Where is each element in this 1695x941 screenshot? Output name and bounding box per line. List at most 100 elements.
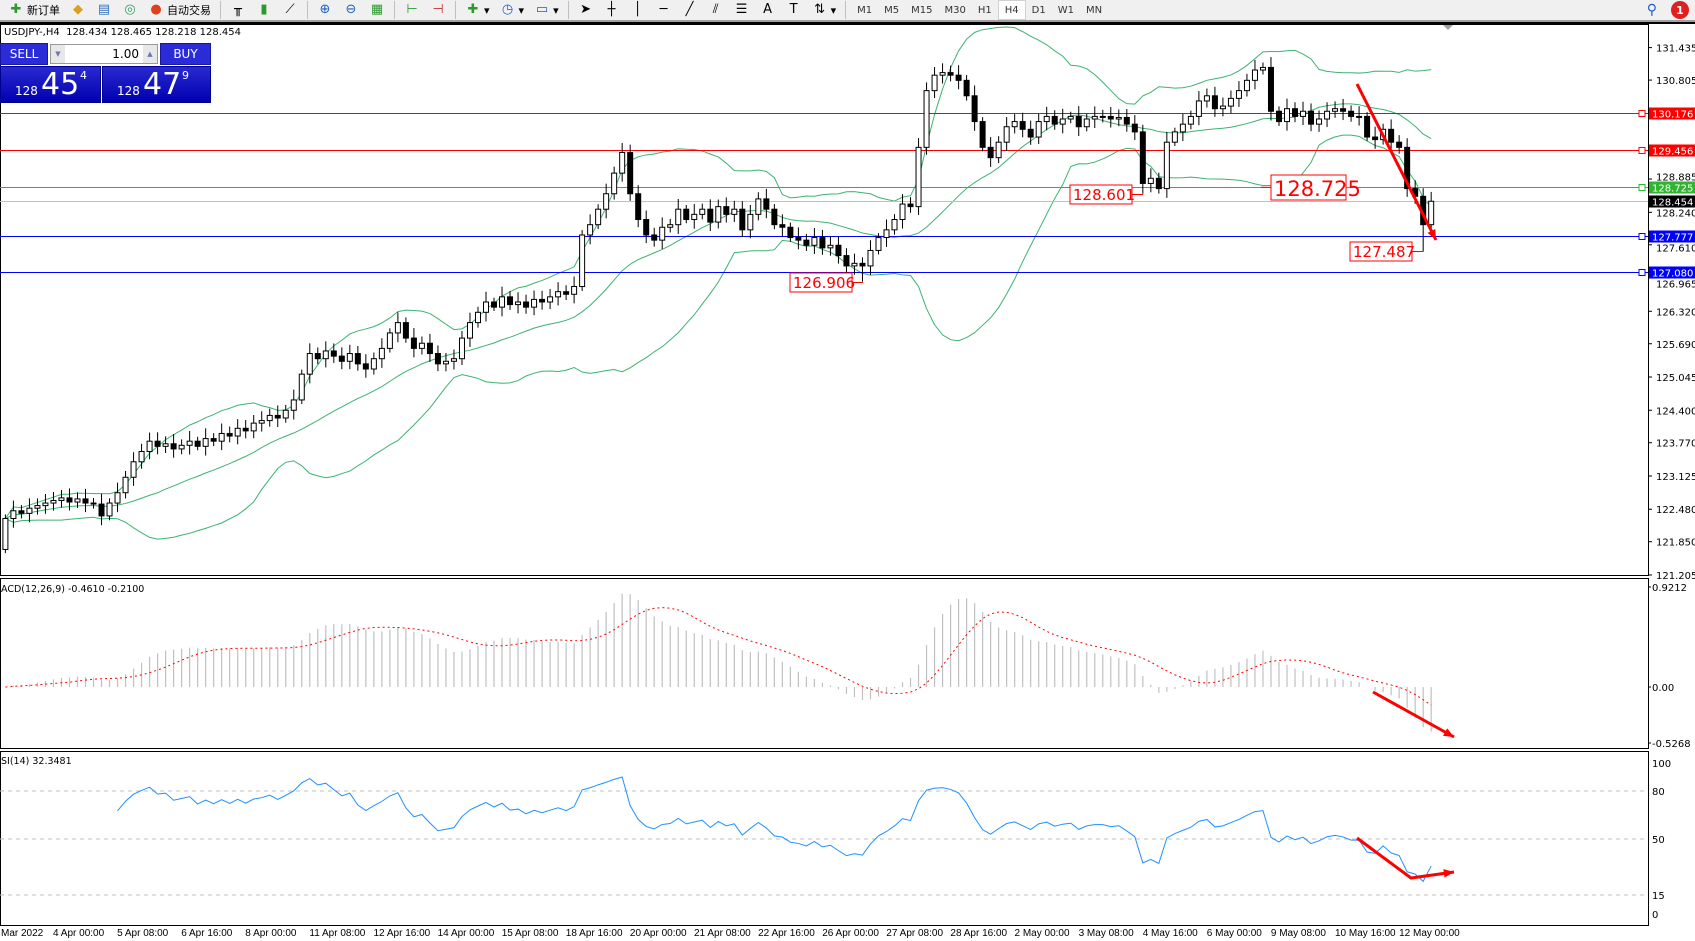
price-annotation: 126.906 — [793, 274, 855, 292]
new-order-button[interactable]: ✚ 新订单 — [4, 0, 64, 20]
candle-body — [1324, 110, 1331, 120]
price-axis-label: 130.805 — [1656, 76, 1695, 87]
document-icon: ▤ — [97, 2, 111, 17]
autoscroll-button[interactable]: ⊢ — [400, 0, 424, 20]
auto-trading-label: 自动交易 — [167, 4, 211, 17]
candle — [338, 347, 345, 370]
candle — [362, 354, 369, 378]
candle — [26, 498, 33, 523]
lot-size-input[interactable]: ▼ 1.00 ▲ — [50, 44, 158, 64]
tile-windows-button[interactable]: ▦ — [365, 0, 389, 20]
timeframe-mn[interactable]: MN — [1085, 4, 1103, 16]
text-label-button[interactable]: T — [782, 0, 806, 20]
search-icon[interactable]: ⚲ — [1646, 2, 1657, 18]
candle-body — [843, 255, 850, 267]
candle — [1011, 114, 1018, 134]
lot-decrease-icon[interactable]: ▼ — [51, 45, 65, 63]
template-icon: ▭ — [535, 2, 549, 17]
auto-trading-button[interactable]: ● 自动交易 — [144, 0, 215, 20]
fibonacci-button[interactable]: ☰ — [730, 0, 754, 20]
candle — [378, 338, 385, 368]
timeframe-h4[interactable]: H4 — [997, 0, 1026, 20]
candle — [547, 289, 554, 310]
candle-body — [1083, 118, 1090, 128]
candle — [1099, 109, 1106, 123]
macd-panel-frame — [0, 578, 1649, 749]
chart-shift-button[interactable]: ⊣ — [426, 0, 450, 20]
candle-body — [915, 146, 922, 208]
timeframe-m15[interactable]: M15 — [911, 4, 933, 16]
candle-body — [787, 226, 794, 239]
bar-chart-button[interactable]: ╥ — [226, 0, 250, 20]
price-level-tag — [1649, 266, 1695, 279]
candle — [931, 66, 938, 99]
candle — [146, 432, 153, 460]
metaeditor-button[interactable]: ◆ — [66, 0, 90, 20]
candle-body — [659, 226, 666, 241]
candle — [603, 183, 610, 219]
signals-button[interactable]: ◎ — [118, 0, 142, 20]
zoom-out-icon: ⊖ — [345, 2, 357, 17]
candle — [627, 144, 634, 201]
arrows-button[interactable]: ⇅ ▾ — [808, 0, 841, 20]
crosshair-button[interactable]: ┼ — [600, 0, 624, 20]
sell-price[interactable]: 128 45 4 — [0, 66, 101, 103]
text-button[interactable]: A — [756, 0, 780, 20]
timeframe-h1[interactable]: H1 — [977, 4, 992, 16]
horizontal-line-button[interactable]: ─ — [652, 0, 676, 20]
candle-body — [34, 505, 41, 509]
candle — [1171, 127, 1178, 146]
trendline-button[interactable]: ╱ — [678, 0, 702, 20]
candle — [10, 500, 17, 528]
candle-body — [458, 337, 465, 360]
lot-value[interactable]: 1.00 — [112, 47, 139, 61]
buy-button[interactable]: BUY — [160, 43, 211, 65]
zoom-in-button[interactable]: ⊕ — [313, 0, 337, 20]
separator — [845, 1, 847, 19]
lot-increase-icon[interactable]: ▲ — [143, 45, 157, 63]
rsi-axis-label: 0 — [1652, 910, 1658, 921]
timeframe-m1[interactable]: M1 — [857, 4, 873, 16]
candle — [314, 347, 321, 365]
timeframe-d1[interactable]: D1 — [1031, 4, 1046, 16]
autoscroll-icon: ⊢ — [406, 2, 418, 17]
time-axis-label: Mar 2022 — [1, 928, 44, 939]
sell-button[interactable]: SELL — [0, 43, 48, 65]
price-level-label: 127.777 — [1652, 233, 1693, 244]
periods-button[interactable]: ◷ ▾ — [496, 0, 529, 20]
indicators-button[interactable]: ✚ ▾ — [461, 0, 494, 20]
candle-body — [595, 208, 602, 226]
candle — [1227, 90, 1234, 114]
cursor-button[interactable]: ➤ — [574, 0, 598, 20]
candle — [1019, 112, 1026, 138]
vertical-line-button[interactable]: │ — [626, 0, 650, 20]
candle-body — [699, 208, 706, 215]
timeframe-m5[interactable]: M5 — [884, 4, 900, 16]
candle-body — [346, 353, 353, 362]
notification-badge[interactable]: 1 — [1671, 1, 1689, 19]
candle-body — [2, 518, 9, 550]
candle — [651, 227, 658, 247]
timeframe-w1[interactable]: W1 — [1057, 4, 1074, 16]
line-chart-button[interactable]: ⟋ — [278, 0, 302, 20]
candle-body — [579, 234, 586, 288]
buy-price[interactable]: 128 47 9 — [102, 66, 211, 103]
buy-price-pips: 47 — [143, 67, 182, 102]
sell-price-fraction: 4 — [80, 69, 87, 82]
timeframe-m30[interactable]: M30 — [944, 4, 966, 16]
candle-body — [1155, 177, 1162, 190]
candle-chart-button[interactable]: ▮ — [252, 0, 276, 20]
candle — [1235, 81, 1242, 107]
level-handle — [1638, 110, 1646, 117]
candle — [619, 143, 626, 182]
candle-body — [1267, 66, 1274, 112]
equidistant-channel-button[interactable]: ⫽ — [704, 0, 728, 20]
candle-body — [250, 422, 257, 432]
candle-body — [1316, 118, 1323, 125]
strategy-tester-button[interactable]: ▤ — [92, 0, 116, 20]
candle — [42, 493, 49, 514]
templates-button[interactable]: ▭ ▾ — [535, 2, 559, 17]
candle-body — [643, 219, 650, 236]
zoom-out-button[interactable]: ⊖ — [339, 0, 363, 20]
